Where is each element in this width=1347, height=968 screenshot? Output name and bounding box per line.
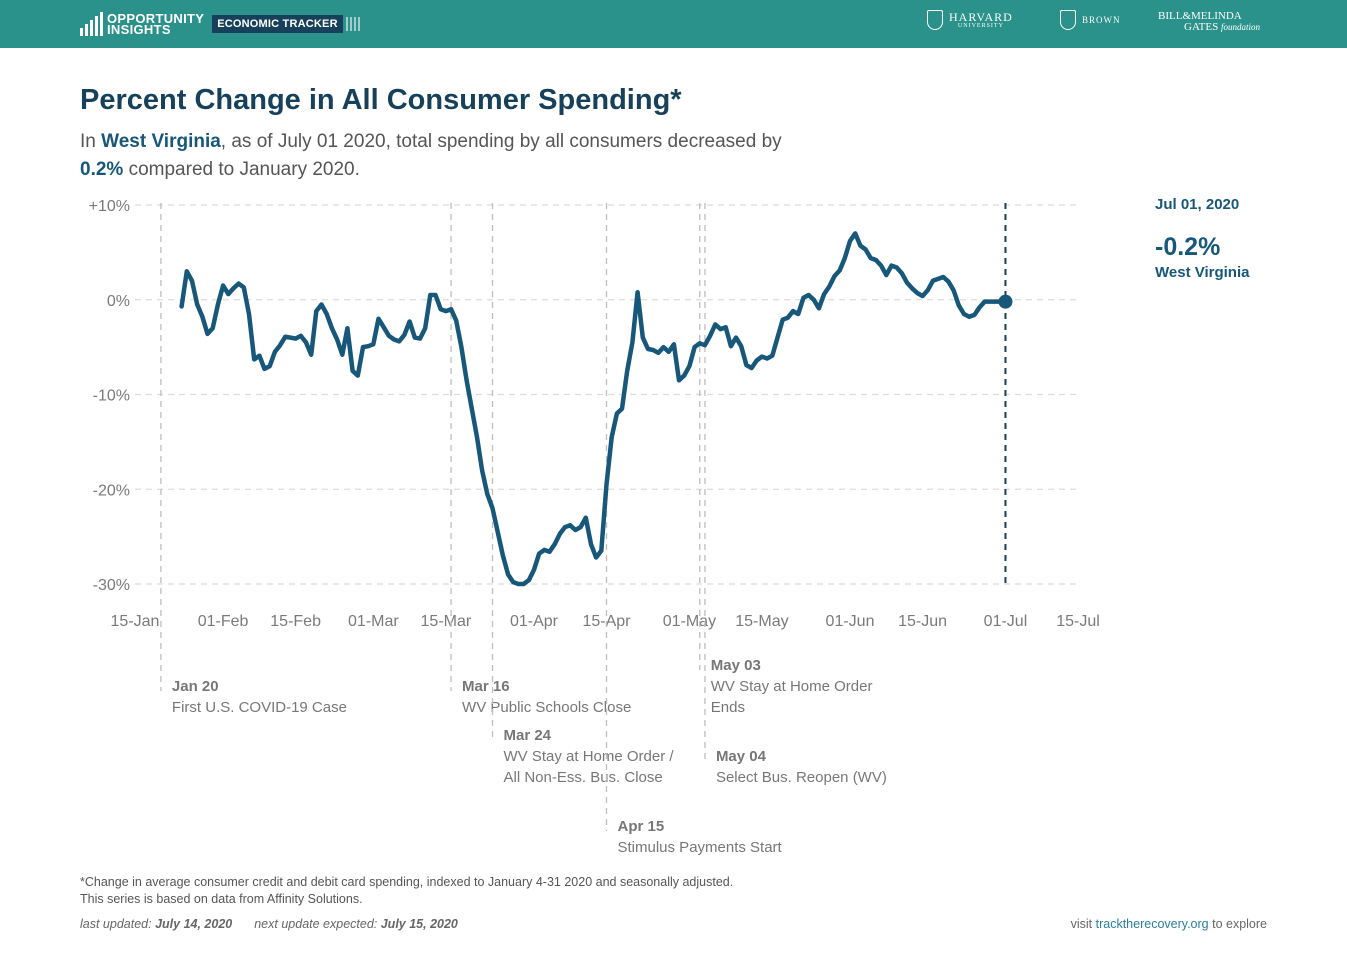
event-description-label: All Non-Ess. Bus. Close <box>504 769 663 786</box>
x-tick-label: 01-May <box>663 613 716 630</box>
x-tick-label: 01-Feb <box>198 613 249 630</box>
subtitle-suffix: compared to January 2020. <box>123 159 360 180</box>
gates-foundation-word: foundation <box>1220 22 1260 32</box>
harvard-shield-icon <box>927 10 943 30</box>
y-tick-label: -30% <box>93 577 130 594</box>
subtitle-state[interactable]: West Virginia <box>101 131 221 152</box>
event-description-label: First U.S. COVID-19 Case <box>172 699 347 716</box>
subtitle-prefix: In <box>80 131 102 152</box>
event-description-label: Ends <box>711 699 745 716</box>
logo-line-1: OPPORTUNITY <box>107 11 205 26</box>
chart-subtitle: In West Virginia, as of July 01 2020, to… <box>80 128 880 184</box>
x-tick-label: 15-Jun <box>898 613 947 630</box>
visit-note: visit tracktherecovery.org to explore <box>1071 917 1267 931</box>
current-value-point <box>998 294 1013 309</box>
x-tick-label: 15-Feb <box>270 613 321 630</box>
event-date-label: May 04 <box>716 748 767 765</box>
x-tick-label: 15-Mar <box>421 613 472 630</box>
update-info: last updated: July 14, 2020 next update e… <box>80 917 458 931</box>
tracker-stripes-icon <box>345 17 360 31</box>
brown-shield-icon <box>1060 10 1076 30</box>
logo-bars-icon <box>80 12 103 36</box>
tracker-link[interactable]: tracktherecovery.org <box>1095 917 1209 931</box>
event-date-label: Apr 15 <box>618 818 665 835</box>
x-tick-label: 15-Jul <box>1056 613 1100 630</box>
event-date-label: May 03 <box>711 657 761 674</box>
footnote-line-2: This series is based on data from Affini… <box>80 892 363 906</box>
opportunity-insights-logo[interactable]: OPPORTUNITY INSIGHTS ECONOMIC TRACKER <box>80 10 360 38</box>
spending-series-line <box>179 231 1008 587</box>
event-description-label: Select Bus. Reopen (WV) <box>716 769 887 786</box>
next-update-date: July 15, 2020 <box>380 917 458 931</box>
visit-prefix: visit <box>1070 917 1096 931</box>
next-update-label: next update expected: <box>254 917 378 931</box>
economic-tracker-badge: ECONOMIC TRACKER <box>212 15 343 33</box>
gates-line-2: GATES <box>1184 21 1219 33</box>
event-description-label: Stimulus Payments Start <box>618 839 783 856</box>
x-tick-label: 01-Mar <box>348 613 399 630</box>
brown-name: BROWN <box>1082 15 1121 25</box>
readout-value: -0.2% <box>1155 233 1221 261</box>
readout-date: Jul 01, 2020 <box>1155 196 1240 213</box>
event-date-label: Jan 20 <box>172 678 219 695</box>
last-updated-date: July 14, 2020 <box>155 917 233 931</box>
y-tick-label: 0% <box>107 293 130 310</box>
x-tick-label: 15-Jan <box>111 613 160 630</box>
event-description-label: WV Stay at Home Order <box>711 678 873 695</box>
x-tick-label: 01-Jul <box>984 613 1028 630</box>
chart-title: Percent Change in All Consumer Spending* <box>80 84 682 116</box>
logo-line-2: INSIGHTS <box>107 22 171 37</box>
gates-line-1: BILL&MELINDA <box>1158 10 1242 22</box>
footnote: *Change in average consumer credit and d… <box>80 874 733 908</box>
footnote-line-1: *Change in average consumer credit and d… <box>80 875 734 889</box>
gates-foundation-logo[interactable]: BILL&MELINDA GATES foundation <box>1158 11 1260 33</box>
event-description-label: WV Public Schools Close <box>462 699 631 716</box>
visit-suffix: to explore <box>1208 917 1267 931</box>
y-tick-label: -20% <box>93 482 130 499</box>
harvard-logo[interactable]: HARVARD UNIVERSITY <box>927 10 1013 30</box>
event-date-label: Mar 24 <box>504 727 552 744</box>
harvard-name: HARVARD <box>949 10 1013 24</box>
x-tick-label: 01-Apr <box>510 613 559 630</box>
last-updated-label: last updated: <box>80 917 152 931</box>
value-readout: Jul 01, 2020 -0.2% West Virginia <box>1155 196 1249 281</box>
harvard-sub: UNIVERSITY <box>957 23 1004 29</box>
subtitle-value: 0.2% <box>80 159 124 180</box>
event-date-label: Mar 16 <box>462 678 510 695</box>
x-tick-label: 15-May <box>735 613 788 630</box>
y-tick-label: +10% <box>89 198 130 215</box>
header-bar: OPPORTUNITY INSIGHTS ECONOMIC TRACKER HA… <box>0 0 1347 48</box>
y-tick-label: -10% <box>93 388 130 405</box>
subtitle-middle: , as of July 01 2020, total spending by … <box>220 131 782 152</box>
readout-state: West Virginia <box>1155 264 1250 281</box>
brown-logo[interactable]: BROWN <box>1060 10 1121 30</box>
event-description-label: WV Stay at Home Order / <box>504 748 675 765</box>
x-tick-label: 01-Jun <box>826 613 875 630</box>
